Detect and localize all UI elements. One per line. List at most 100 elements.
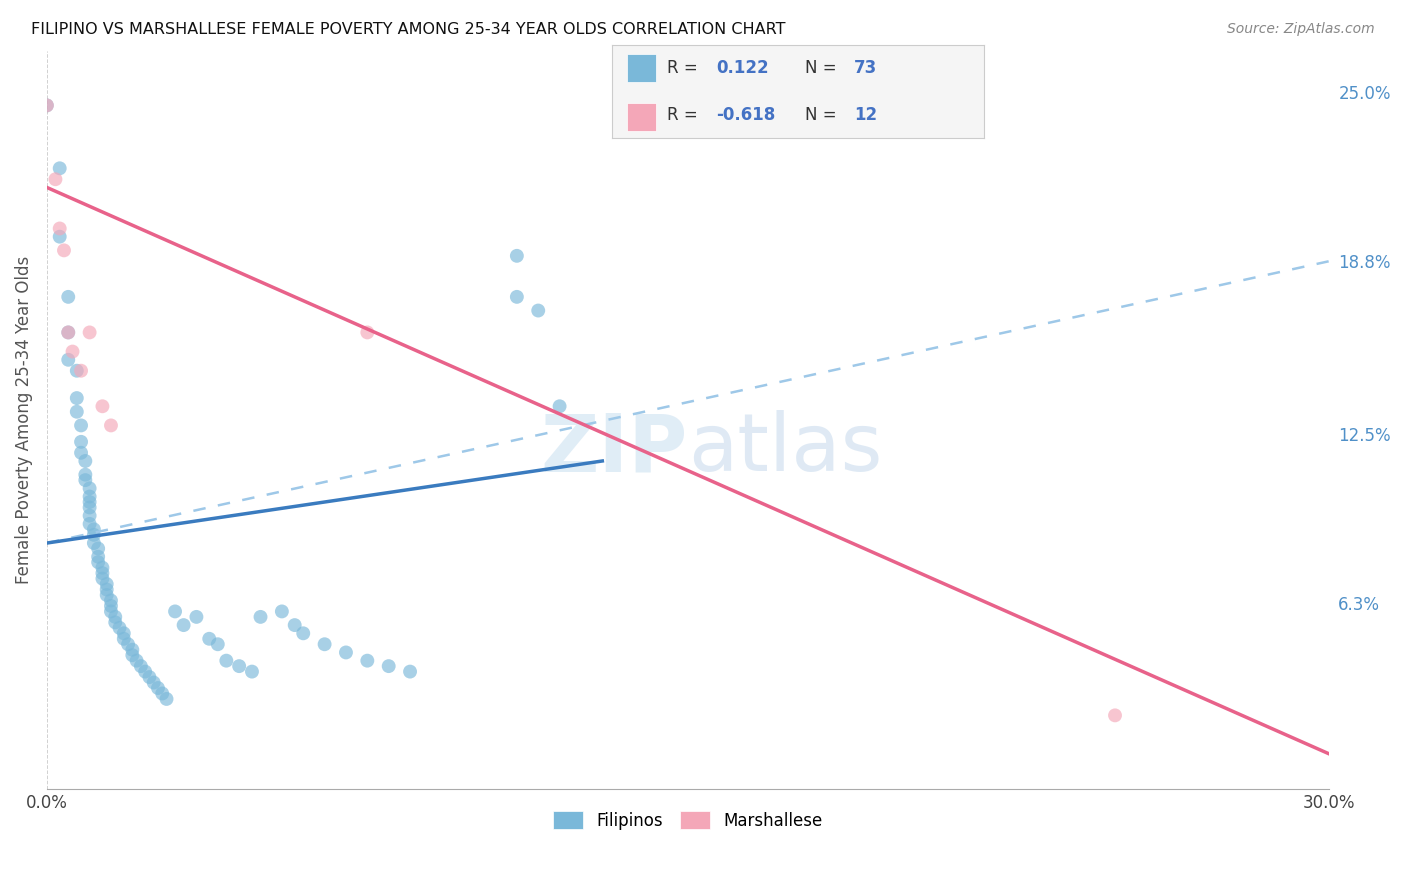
Point [83,528,105,542]
Point [249,610,271,624]
Point [284,618,307,632]
Point [228,659,250,673]
Point [104,615,127,630]
Point [207,637,229,651]
Point [121,642,143,657]
Text: -0.618: -0.618 [716,106,775,124]
Point [48,229,70,244]
Point [70,364,93,378]
Point [112,626,135,640]
Text: 73: 73 [853,59,877,77]
Point [125,654,148,668]
Point [165,604,187,618]
Point [292,626,315,640]
Point [48,221,70,235]
Point [399,665,422,679]
Point [506,290,529,304]
Point [66,391,89,405]
Bar [627,54,657,82]
Point [548,399,571,413]
Text: N =: N = [806,106,842,124]
Point [96,577,118,591]
Point [91,566,114,581]
Point [58,290,80,304]
Point [1104,708,1126,723]
Point [155,692,177,706]
Point [240,665,263,679]
Point [527,303,550,318]
Point [150,686,173,700]
Point [186,610,208,624]
Point [66,364,89,378]
Point [356,654,378,668]
Text: Source: ZipAtlas.com: Source: ZipAtlas.com [1227,22,1375,37]
Text: N =: N = [806,59,842,77]
Point [100,604,122,618]
Point [100,599,122,613]
Point [44,172,66,186]
Point [198,632,221,646]
Point [58,352,80,367]
Point [173,618,195,632]
Text: atlas: atlas [688,410,882,489]
Point [138,670,160,684]
Point [79,481,101,495]
Point [506,249,529,263]
Point [142,675,165,690]
Point [335,645,357,659]
Point [377,659,399,673]
Point [108,621,131,635]
Point [91,560,114,574]
Point [112,632,135,646]
Point [134,665,156,679]
Legend: Filipinos, Marshallese: Filipinos, Marshallese [547,805,830,837]
Text: ZIP: ZIP [540,410,688,489]
Point [87,541,110,556]
Text: 0.122: 0.122 [716,59,769,77]
Point [100,593,122,607]
Point [75,467,97,482]
Point [62,344,84,359]
Point [79,490,101,504]
Point [91,572,114,586]
Point [48,161,70,176]
Point [83,536,105,550]
Point [91,399,114,413]
Point [129,659,152,673]
Point [66,405,89,419]
Point [356,326,378,340]
Point [100,418,122,433]
Point [75,454,97,468]
Point [75,473,97,487]
Point [53,244,76,258]
Point [79,495,101,509]
Point [58,326,80,340]
Text: R =: R = [668,59,703,77]
Point [83,522,105,536]
Text: R =: R = [668,106,703,124]
Point [146,681,169,695]
Point [104,610,127,624]
Point [87,549,110,564]
Point [117,637,139,651]
Point [70,446,93,460]
Point [35,98,58,112]
Point [96,588,118,602]
Point [79,508,101,523]
Point [270,604,292,618]
Point [58,326,80,340]
Point [314,637,336,651]
Point [79,326,101,340]
Point [87,555,110,569]
Point [79,500,101,515]
Point [79,516,101,531]
Point [70,434,93,449]
Text: FILIPINO VS MARSHALLESE FEMALE POVERTY AMONG 25-34 YEAR OLDS CORRELATION CHART: FILIPINO VS MARSHALLESE FEMALE POVERTY A… [31,22,786,37]
Y-axis label: Female Poverty Among 25-34 Year Olds: Female Poverty Among 25-34 Year Olds [15,256,32,584]
Point [35,98,58,112]
Point [96,582,118,597]
Point [215,654,238,668]
Text: 12: 12 [853,106,877,124]
Point [121,648,143,663]
Point [70,418,93,433]
